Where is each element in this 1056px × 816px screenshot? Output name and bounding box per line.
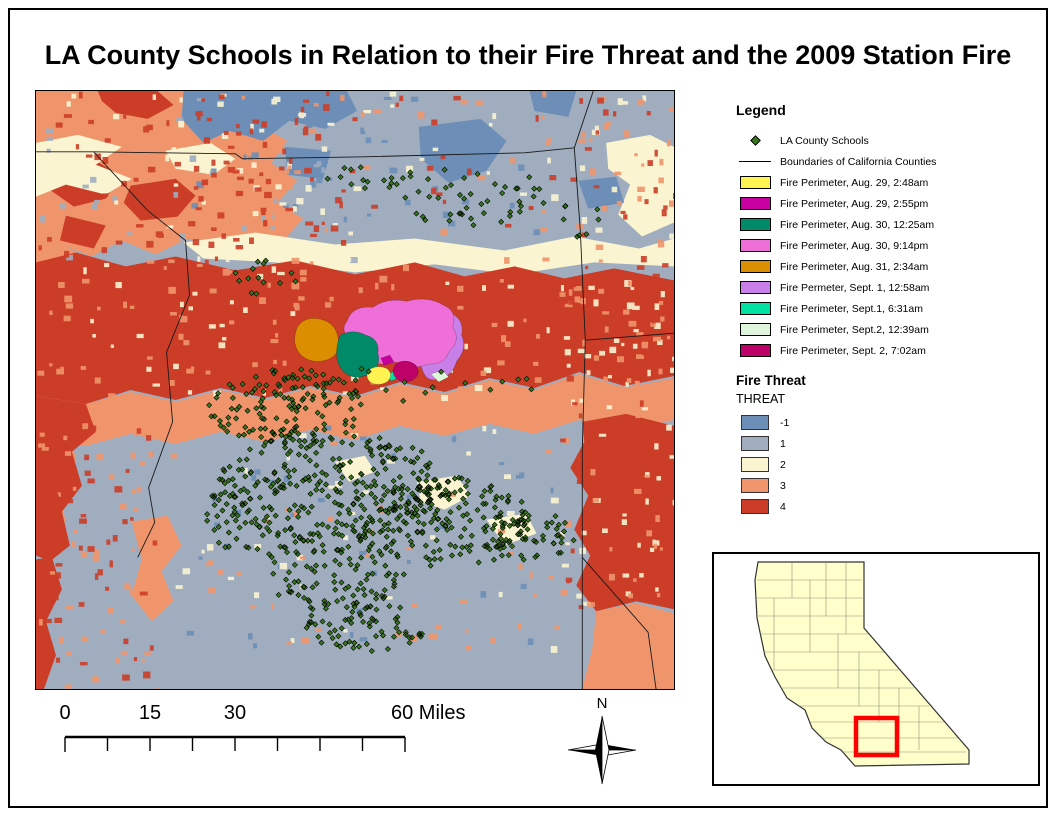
legend-item-threat-2-label: 2 bbox=[780, 458, 786, 471]
legend-item-threat-3: 3 bbox=[734, 475, 1040, 496]
legend-item-threat-3-swatch bbox=[734, 478, 776, 493]
scale-bar-ruler bbox=[64, 735, 406, 752]
legend-item-fire-perimeter-6-label: Fire Perimeter, Sept.1, 6:31am bbox=[780, 302, 923, 315]
county-boundaries-layer bbox=[36, 91, 674, 689]
legend-item-fire-perimeter-2: Fire Perimeter, Aug. 30, 12:25am bbox=[734, 214, 1040, 235]
legend-item-threat-0-swatch bbox=[734, 415, 776, 430]
legend-item-threat-1-swatch bbox=[734, 436, 776, 451]
legend-item-threat-4-label: 4 bbox=[780, 500, 786, 513]
legend: Legend LA County Schools Boundaries of C… bbox=[734, 102, 1040, 517]
fire-perimeter-polygon-sept2-702am bbox=[392, 360, 419, 383]
scale-label-30: 30 bbox=[223, 702, 247, 724]
legend-item-threat-1-label: 1 bbox=[780, 437, 786, 450]
legend-item-fire-perimeter-5-label: Fire Permeter, Sept. 1, 12:58am bbox=[780, 281, 930, 294]
legend-item-threat-0: -1 bbox=[734, 412, 1040, 433]
legend-item-fire-perimeter-5: Fire Permeter, Sept. 1, 12:58am bbox=[734, 277, 1040, 298]
school-point-markers bbox=[204, 164, 602, 655]
legend-item-fire-perimeter-6-swatch bbox=[734, 302, 776, 315]
scale-label-0: 0 bbox=[59, 702, 71, 724]
legend-label-schools: LA County Schools bbox=[780, 134, 869, 147]
legend-item-threat-3-label: 3 bbox=[780, 479, 786, 492]
legend-item-fire-perimeter-7: Fire Perimeter, Sept.2, 12:39am bbox=[734, 319, 1040, 340]
legend-item-fire-perimeter-3: Fire Perimeter, Aug. 30, 9:14pm bbox=[734, 235, 1040, 256]
scale-bar: 0 15 30 60 Miles bbox=[55, 702, 495, 766]
legend-item-fire-perimeter-1: Fire Perimeter, Aug. 29, 2:55pm bbox=[734, 193, 1040, 214]
legend-item-fire-perimeter-8-swatch bbox=[734, 344, 776, 357]
legend-item-fire-perimeter-0: Fire Perimeter, Aug. 29, 2:48am bbox=[734, 172, 1040, 193]
legend-item-schools: LA County Schools bbox=[734, 130, 1040, 151]
legend-item-fire-perimeter-7-swatch bbox=[734, 323, 776, 336]
legend-item-fire-perimeter-2-swatch bbox=[734, 218, 776, 231]
overview-inset-map bbox=[712, 552, 1040, 786]
legend-item-threat-4: 4 bbox=[734, 496, 1040, 517]
north-arrow: N bbox=[567, 695, 637, 790]
map-title: LA County Schools in Relation to their F… bbox=[44, 40, 1012, 70]
scale-bar-labels: 0 15 30 60 Miles bbox=[55, 702, 495, 730]
fire-perimeter-layer bbox=[294, 298, 465, 385]
fire-threat-heading: Fire Threat bbox=[736, 373, 806, 388]
legend-fire-perimeter-items: Fire Perimeter, Aug. 29, 2:48am Fire Peri… bbox=[734, 172, 1040, 361]
scale-label-60-miles: 60 Miles bbox=[391, 702, 466, 724]
legend-item-fire-perimeter-2-label: Fire Perimeter, Aug. 30, 12:25am bbox=[780, 218, 935, 231]
north-label: N bbox=[596, 695, 608, 712]
scale-label-15: 15 bbox=[138, 702, 162, 724]
legend-item-fire-perimeter-3-label: Fire Perimeter, Aug. 30, 9:14pm bbox=[780, 239, 929, 252]
legend-item-fire-perimeter-8-label: Fire Perimeter, Sept. 2, 7:02am bbox=[780, 344, 926, 357]
compass-star-icon bbox=[567, 715, 637, 785]
legend-threat-items: -1 1 2 3 4 bbox=[734, 412, 1040, 517]
fire-perimeter-polygon-aug29-255pm bbox=[380, 354, 395, 366]
school-diamond-icon bbox=[734, 135, 776, 146]
legend-item-threat-4-swatch bbox=[734, 499, 776, 514]
main-map-canvas bbox=[36, 91, 674, 689]
la-county-highlight-box bbox=[853, 715, 900, 758]
legend-item-fire-perimeter-8: Fire Perimeter, Sept. 2, 7:02am bbox=[734, 340, 1040, 361]
fire-perimeter-polygon-aug29-248am bbox=[366, 366, 391, 385]
legend-item-fire-perimeter-6: Fire Perimeter, Sept.1, 6:31am bbox=[734, 298, 1040, 319]
legend-item-boundaries: Boundaries of California Counties bbox=[734, 151, 1040, 172]
legend-heading: Legend bbox=[736, 102, 786, 118]
legend-item-fire-perimeter-0-label: Fire Perimeter, Aug. 29, 2:48am bbox=[780, 176, 929, 189]
legend-item-threat-1: 1 bbox=[734, 433, 1040, 454]
legend-item-fire-perimeter-4-swatch bbox=[734, 260, 776, 273]
legend-item-fire-perimeter-3-swatch bbox=[734, 239, 776, 252]
california-state-shape bbox=[754, 561, 970, 767]
legend-item-fire-perimeter-4-label: Fire Perimeter, Aug. 31, 2:34am bbox=[780, 260, 929, 273]
legend-item-fire-perimeter-1-swatch bbox=[734, 197, 776, 210]
legend-item-fire-perimeter-5-swatch bbox=[734, 281, 776, 294]
legend-label-boundaries: Boundaries of California Counties bbox=[780, 155, 937, 168]
legend-item-threat-2-swatch bbox=[734, 457, 776, 472]
fire-perimeter-polygon-aug30-1225am bbox=[336, 331, 379, 378]
schools-layer bbox=[204, 164, 602, 655]
legend-item-fire-perimeter-0-swatch bbox=[734, 176, 776, 189]
legend-item-threat-0-label: -1 bbox=[780, 416, 790, 429]
legend-item-threat-2: 2 bbox=[734, 454, 1040, 475]
main-map bbox=[35, 90, 675, 690]
legend-item-fire-perimeter-1-label: Fire Perimeter, Aug. 29, 2:55pm bbox=[780, 197, 929, 210]
threat-subheading: THREAT bbox=[736, 392, 786, 406]
legend-item-fire-perimeter-7-label: Fire Perimeter, Sept.2, 12:39am bbox=[780, 323, 929, 336]
california-inset-canvas bbox=[754, 561, 970, 767]
california-county-lines bbox=[757, 562, 966, 753]
boundary-line-icon bbox=[734, 161, 776, 162]
legend-item-fire-perimeter-4: Fire Perimeter, Aug. 31, 2:34am bbox=[734, 256, 1040, 277]
